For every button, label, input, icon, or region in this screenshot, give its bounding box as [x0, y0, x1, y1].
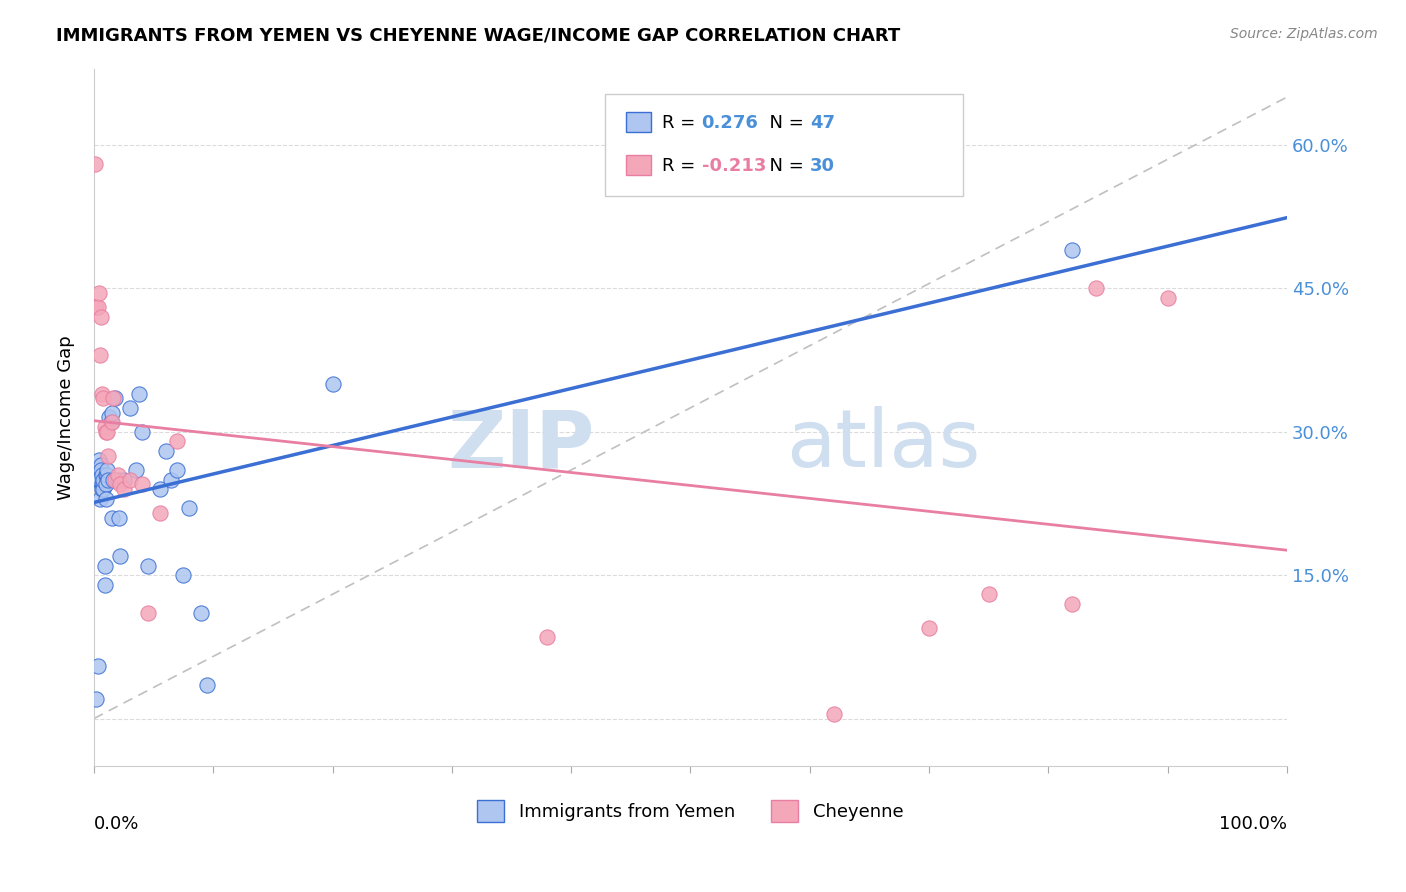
Point	[90, 458, 112, 473]
Point	[107, 473, 129, 487]
Point	[108, 549, 131, 563]
Point	[1062, 597, 1084, 611]
Point	[91, 477, 114, 491]
Text: atlas: atlas	[786, 407, 980, 484]
Point	[91, 482, 114, 496]
Point	[179, 501, 201, 516]
Point	[108, 510, 131, 524]
Text: ZIP: ZIP	[447, 407, 595, 484]
Point	[93, 473, 115, 487]
Text: 0.0%: 0.0%	[94, 815, 139, 833]
Point	[155, 443, 177, 458]
Point	[93, 558, 115, 573]
Point	[131, 477, 153, 491]
Point	[104, 473, 127, 487]
Point	[118, 473, 141, 487]
Point	[1062, 243, 1084, 257]
Point	[94, 477, 117, 491]
Point	[190, 607, 212, 621]
Point	[536, 630, 558, 644]
Point	[136, 558, 159, 573]
Point	[96, 463, 118, 477]
Point	[93, 392, 115, 406]
Y-axis label: Wage/Income Gap: Wage/Income Gap	[58, 335, 75, 500]
Point	[86, 301, 108, 315]
Point	[98, 410, 121, 425]
Point	[131, 425, 153, 439]
Text: IMMIGRANTS FROM YEMEN VS CHEYENNE WAGE/INCOME GAP CORRELATION CHART: IMMIGRANTS FROM YEMEN VS CHEYENNE WAGE/I…	[56, 27, 900, 45]
Point	[89, 348, 111, 362]
Legend: Immigrants from Yemen, Cheyenne: Immigrants from Yemen, Cheyenne	[470, 793, 911, 830]
Point	[160, 473, 183, 487]
Text: R =: R =	[662, 114, 702, 132]
Point	[94, 491, 117, 506]
Text: 47: 47	[810, 114, 835, 132]
Point	[91, 467, 114, 482]
Point	[93, 577, 115, 591]
Point	[108, 477, 131, 491]
Text: Source: ZipAtlas.com: Source: ZipAtlas.com	[1230, 27, 1378, 41]
Point	[104, 392, 127, 406]
Point	[101, 415, 124, 429]
Point	[89, 491, 111, 506]
Point	[97, 473, 120, 487]
Point	[148, 506, 170, 520]
Point	[90, 310, 112, 324]
Point	[96, 425, 118, 439]
Point	[823, 706, 845, 721]
Point	[918, 621, 941, 635]
Point	[136, 607, 159, 621]
Point	[93, 420, 115, 434]
Point	[87, 473, 110, 487]
Point	[87, 453, 110, 467]
Point	[195, 678, 218, 692]
Point	[101, 406, 124, 420]
Text: 100.0%: 100.0%	[1219, 815, 1286, 833]
Point	[86, 659, 108, 673]
Text: R =: R =	[662, 157, 702, 175]
Point	[91, 386, 114, 401]
Point	[97, 449, 120, 463]
Point	[1156, 291, 1178, 305]
Point	[94, 467, 117, 482]
Point	[90, 463, 112, 477]
Text: 0.276: 0.276	[702, 114, 758, 132]
Point	[101, 473, 124, 487]
Text: -0.213: -0.213	[702, 157, 766, 175]
Point	[172, 568, 194, 582]
Point	[100, 415, 122, 429]
Point	[93, 477, 115, 491]
Point	[166, 434, 188, 449]
Point	[977, 587, 1000, 601]
Point	[96, 467, 118, 482]
Point	[128, 386, 150, 401]
Point	[87, 286, 110, 301]
Point	[93, 482, 115, 496]
Text: N =: N =	[758, 157, 810, 175]
Point	[148, 482, 170, 496]
Point	[321, 376, 343, 391]
Point	[86, 473, 108, 487]
Point	[107, 467, 129, 482]
Point	[125, 463, 148, 477]
Point	[94, 425, 117, 439]
Text: N =: N =	[758, 114, 810, 132]
Point	[112, 482, 135, 496]
Point	[84, 157, 107, 171]
Text: 30: 30	[810, 157, 835, 175]
Point	[86, 301, 108, 315]
Point	[86, 692, 108, 706]
Point	[112, 473, 135, 487]
Point	[1084, 281, 1107, 295]
Point	[101, 510, 124, 524]
Point	[101, 392, 124, 406]
Point	[118, 401, 141, 415]
Point	[166, 463, 188, 477]
